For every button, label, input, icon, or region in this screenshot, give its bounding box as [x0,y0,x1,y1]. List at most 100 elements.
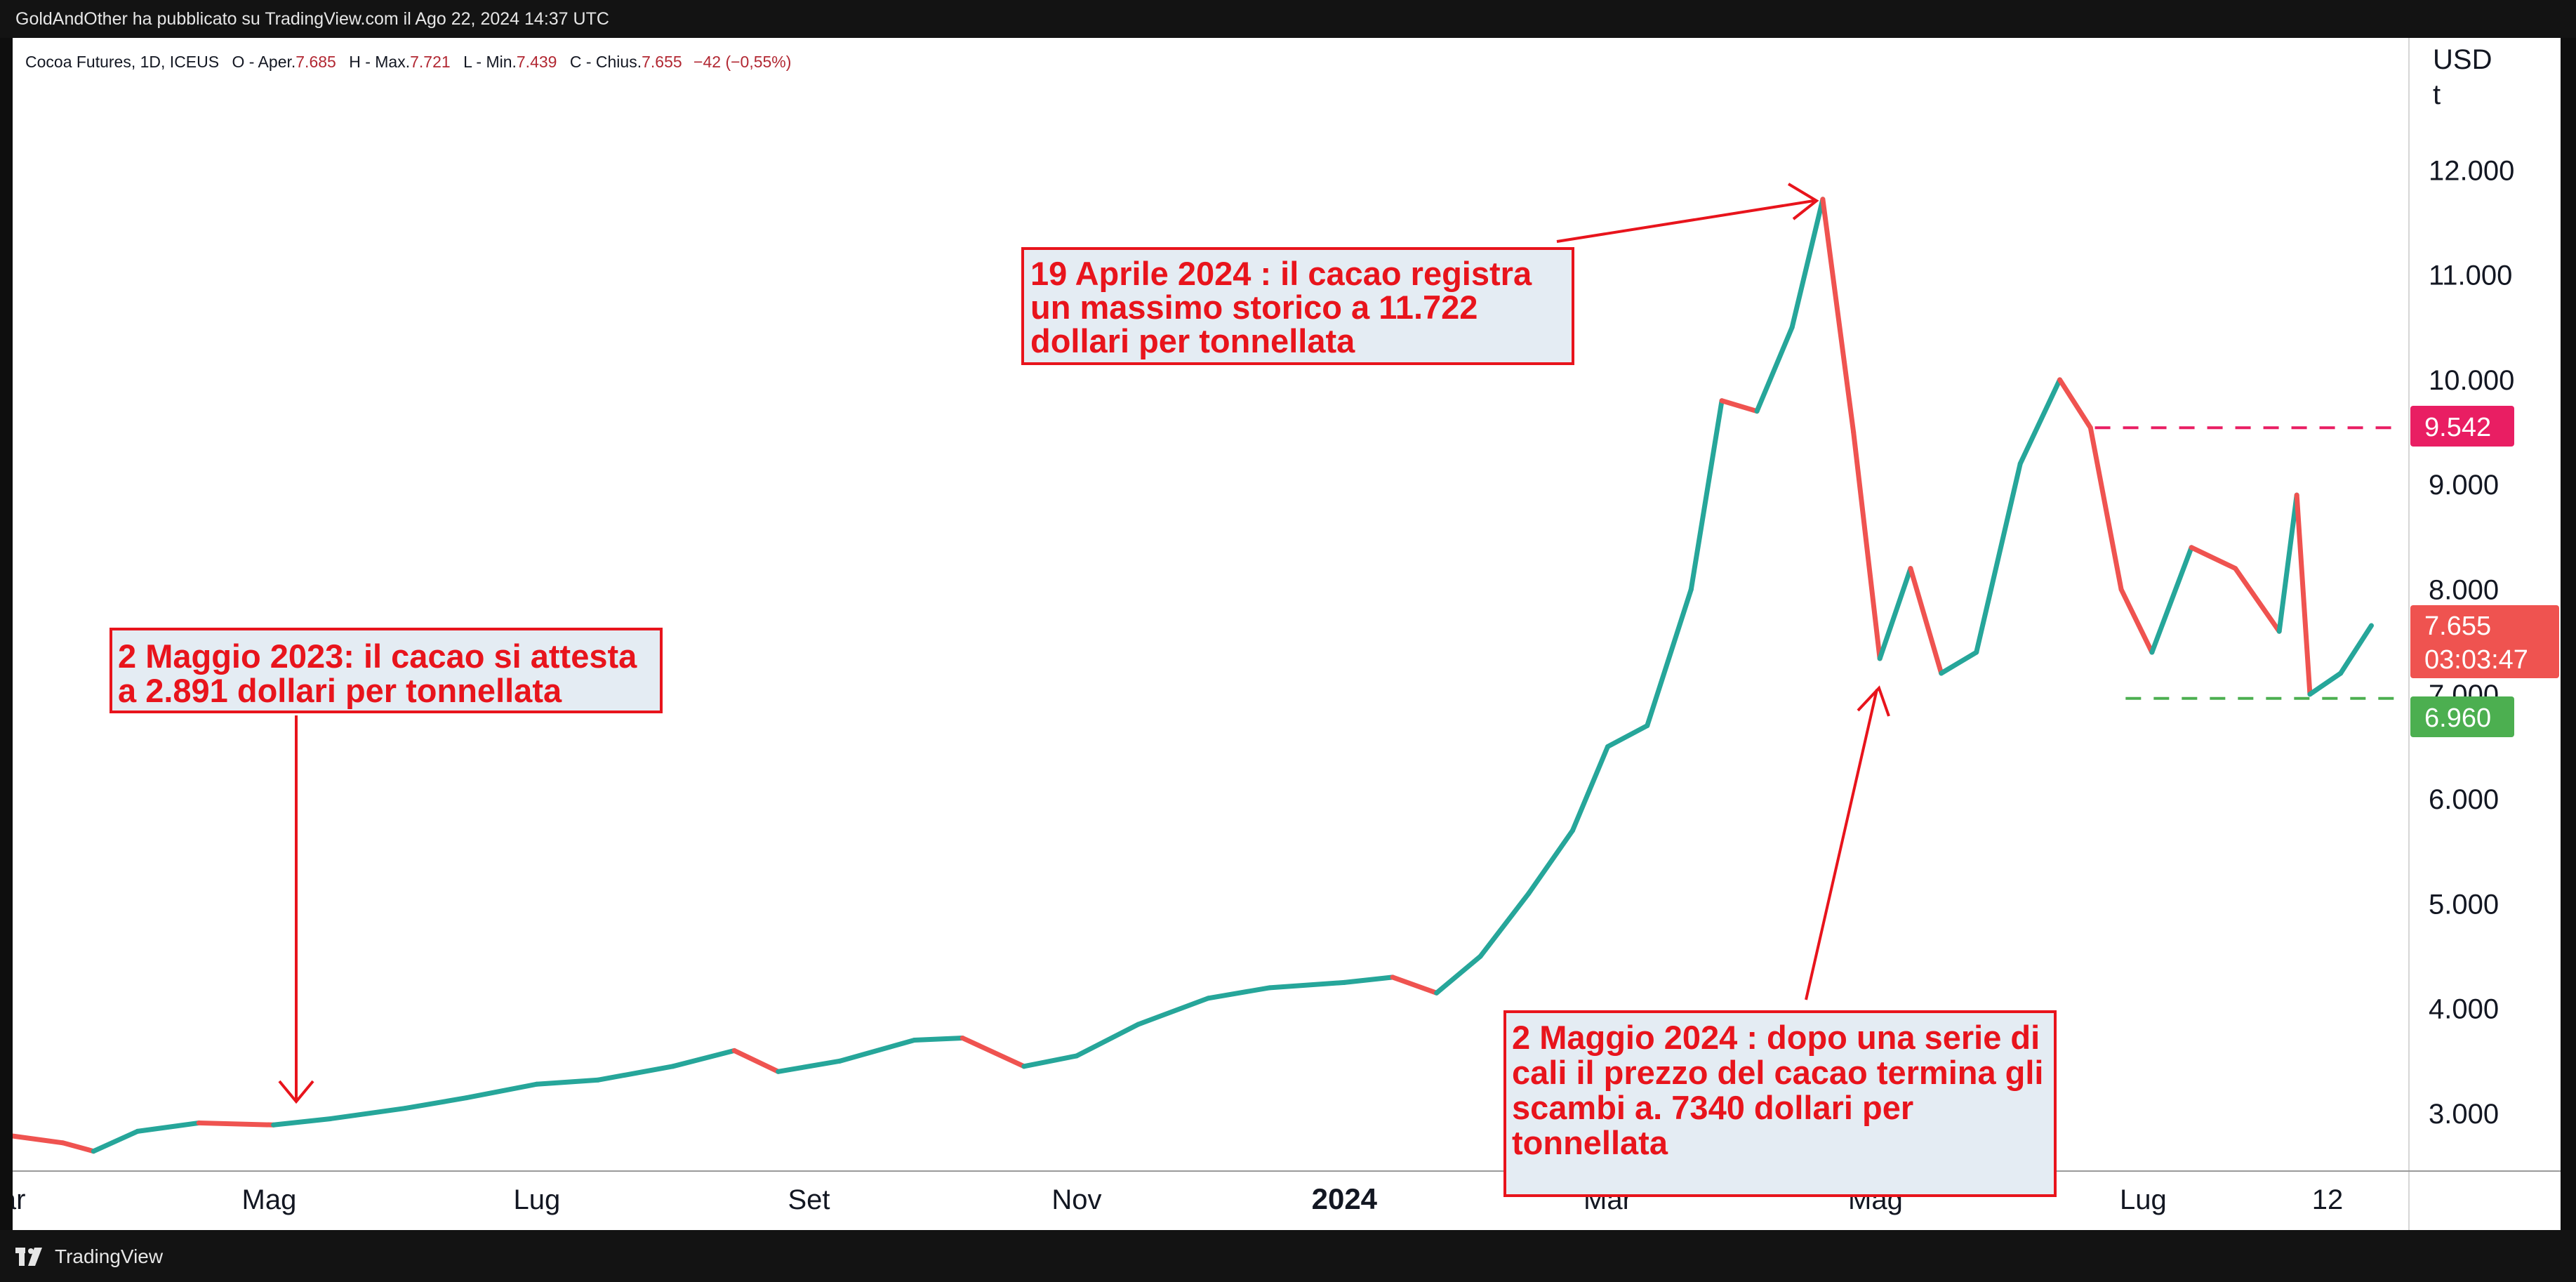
price-segment [1267,979,1347,991]
price-segment [1074,1022,1141,1059]
time-axis[interactable]: MarMagLugSetNov2024MarMagLug12 [13,1182,2343,1215]
annotation-apr-2024-arrow [1556,199,1814,243]
legend-close-value: 7.655 [642,53,682,71]
resistance-tag-value: 9.542 [2424,413,2491,442]
price-segment [271,1116,333,1128]
price-segment [1851,430,1883,661]
price-segment [1526,828,1575,896]
price-segment [1820,197,1857,435]
price-segment [1478,890,1532,959]
price-tick-label: 4.000 [2429,994,2499,1025]
support-tag-value: 6.960 [2424,703,2491,733]
chart-area[interactable]: 3.000 4.000 5.000 6.000 7.000 8.000 9.000 10.00… [13,38,2561,1230]
annotation-may-2024-arrowhead [1857,685,1890,717]
annotation-apr-2024-line-3: dollari per tonnellata [1030,322,1355,359]
support-price-tag[interactable]: 6.960 [2410,696,2514,737]
annotation-may-2023-line-1: 2 Maggio 2023: il cacao si attesta [118,637,637,675]
annotation-may-2023-box [109,628,663,713]
price-segment [534,1077,601,1087]
time-tick-label: Lug [513,1184,560,1215]
annotation-may-2023-line-2: a 2.891 dollari per tonnellata [118,672,562,709]
price-segment [2149,545,2194,655]
horizontal-levels [2094,426,2402,700]
price-segment [402,1095,470,1111]
weight-unit-label: t [2433,79,2441,110]
time-tick-label: 2024 [1312,1182,1378,1215]
legend-open-label: O - Aper. [232,53,296,71]
price-segment [1206,985,1273,1001]
price-segment [2294,492,2313,697]
price-segment [1645,587,1694,729]
time-tick-label: Set [788,1184,830,1215]
price-segment [1877,566,1913,661]
resistance-price-tag[interactable]: 9.542 [2410,406,2514,447]
last-price-tag[interactable]: 7.655 03:03:47 [2410,605,2559,678]
price-segment [1605,723,1650,749]
price-segment [1341,974,1395,985]
annotation-may-2024-line-2: cali il prezzo del cacao termina gli [1512,1054,2044,1091]
time-tick-label: Mar [13,1184,25,1215]
price-chart[interactable]: 3.0004.0005.0006.0007.0008.0009.00010.00… [13,38,2561,1230]
annotation-may-2024-line-1: 2 Maggio 2024 : dopo una serie di [1512,1019,2040,1056]
price-segment [776,1058,842,1074]
legend-high-label: H - Max. [349,53,410,71]
price-segment [1135,996,1211,1027]
price-segment [2118,587,2155,655]
price-tick-label: 10.000 [2429,365,2514,396]
time-tick-label: Lug [2120,1184,2167,1215]
annotation-may-2023[interactable]: 2 Maggio 2023: il cacao si attesta a 2.8… [109,628,663,1104]
footer-bar: TradingView [0,1230,2576,1282]
tradingview-brand-text: TradingView [55,1245,164,1267]
price-segment [2276,492,2299,634]
price-segment [595,1064,676,1083]
price-segment [1390,974,1440,996]
resistance-tag-bg [2410,406,2514,447]
price-segment [464,1081,540,1101]
price-segment [1974,461,2023,655]
bar-countdown: 03:03:47 [2424,645,2528,675]
price-segment [731,1048,781,1074]
legend-high-value: 7.721 [410,53,451,71]
annotation-may-2023-arrowhead [278,1080,314,1104]
price-segment [1021,1053,1080,1069]
price-segment [13,1133,66,1146]
currency-unit-label: USD [2433,44,2492,75]
tradingview-logo-icon [15,1248,42,1266]
legend-low-label: L - Min. [463,53,517,71]
annotation-may-2024-line-4: tonnellata [1512,1124,1668,1161]
price-segment [1688,398,1725,592]
price-segment [2017,377,2063,466]
annotation-apr-2024[interactable]: 19 Aprile 2024 : il cacao registra un ma… [1021,183,1819,365]
price-tick-label: 8.000 [2429,575,2499,606]
price-segment [912,1036,965,1043]
price-segment [91,1128,140,1154]
price-segment [328,1106,408,1121]
annotation-may-2024-arrow [1805,689,1878,1000]
price-segment [2057,377,2093,430]
legend-close-label: C - Chius. [570,53,642,71]
price-tick-label: 6.000 [2429,784,2499,815]
price-axis[interactable]: 3.0004.0005.0006.0007.0008.0009.00010.00… [2429,155,2514,1130]
price-segment [2189,545,2238,571]
annotation-apr-2024-arrowhead [1787,183,1819,220]
price-segment [135,1120,201,1134]
legend-open-value: 7.685 [296,53,336,71]
tradingview-logo[interactable]: TradingView [15,1245,163,1268]
publisher-header: GoldAndOther ha pubblicato su TradingVie… [0,0,2576,38]
price-series [13,197,2374,1154]
price-segment [2087,425,2124,592]
price-segment [60,1140,96,1154]
price-segment [1719,398,1760,414]
annotation-apr-2024-line-2: un massimo storico a 11.722 [1030,289,1478,326]
price-tick-label: 3.000 [2429,1099,2499,1130]
time-tick-label: Nov [1051,1184,1101,1215]
last-price-value: 7.655 [2424,612,2491,641]
last-price-tag-bg [2410,605,2559,678]
legend-symbol: Cocoa Futures, 1D, ICEUS [25,53,219,71]
ohlc-legend: Cocoa Futures, 1D, ICEUS O - Aper.7.685 … [25,53,791,71]
price-segment [2307,670,2344,697]
annotation-may-2024[interactable]: 2 Maggio 2024 : dopo una serie di cali i… [1503,685,2057,1197]
price-tick-label: 11.000 [2429,260,2512,291]
price-segment [1939,649,1979,676]
price-segment [1789,197,1826,330]
